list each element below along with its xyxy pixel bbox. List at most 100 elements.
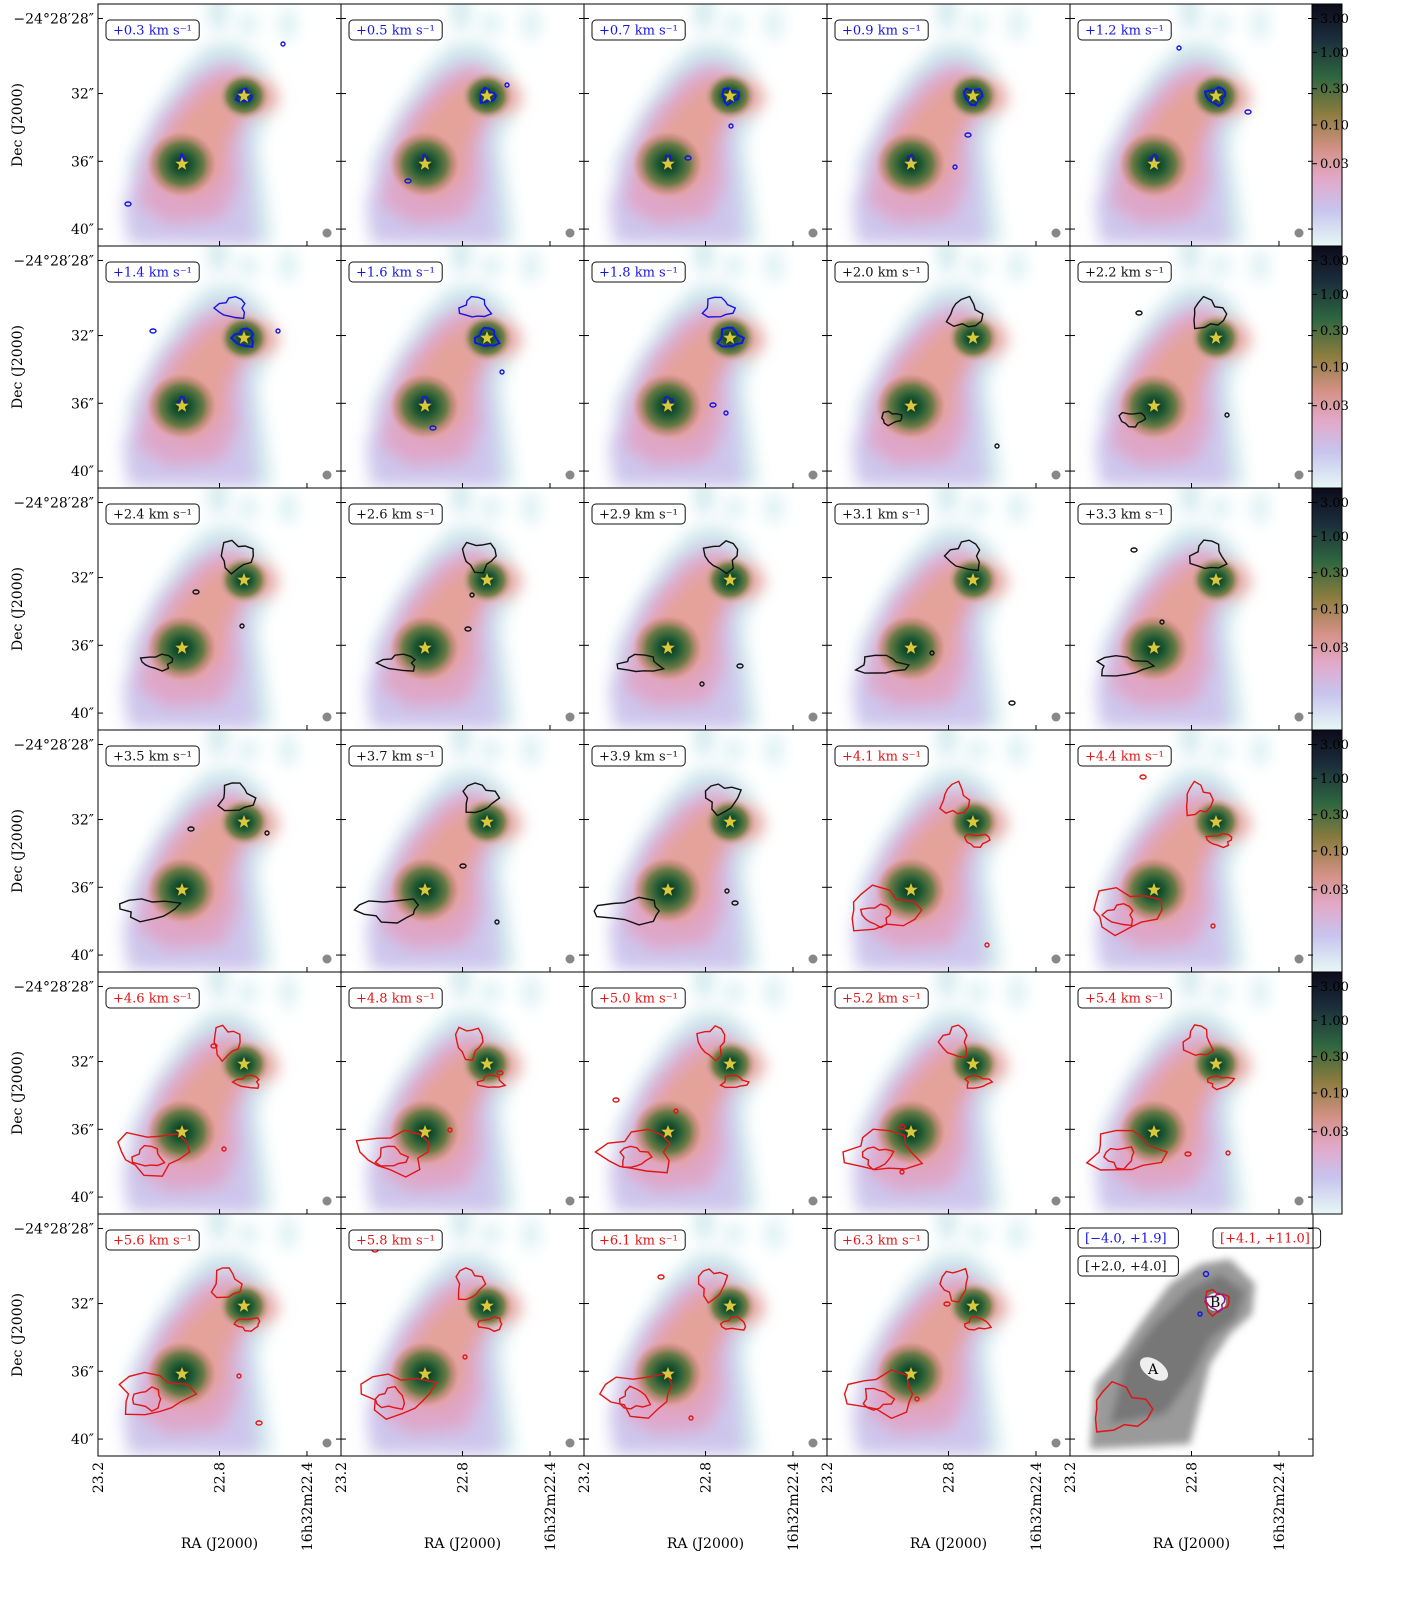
velocity-label: +0.9 km s⁻¹	[834, 19, 929, 41]
velocity-label: +3.1 km s⁻¹	[834, 503, 929, 525]
svg-text:+0.7 km s⁻¹: +0.7 km s⁻¹	[599, 24, 678, 39]
colorbar-tick-label: 0.30	[1320, 324, 1349, 339]
velocity-label: +3.3 km s⁻¹	[1077, 503, 1172, 525]
svg-text:+2.6 km s⁻¹: +2.6 km s⁻¹	[356, 508, 435, 523]
red-range-label: [+4.1, +11.0]	[1212, 1227, 1322, 1249]
velocity-label: +3.7 km s⁻¹	[348, 745, 443, 767]
summary-panel: A B [−4.0, +1.9] [+2.0, +4.0] [+4.1, +11.0]	[1069, 1213, 1322, 1457]
ra-tick-label: 16h32m22.4	[300, 1462, 316, 1551]
velocity-label: +2.0 km s⁻¹	[834, 261, 929, 283]
channel-panel: +3.5 km s⁻¹	[97, 729, 342, 973]
dec-tick-label: 32″	[71, 571, 94, 587]
dec-axis-label: Dec (J2000)	[10, 567, 26, 651]
colorbar-tick-label: 3.00	[1320, 12, 1349, 27]
colorbar-tick-label: 1.00	[1320, 1014, 1349, 1029]
svg-text:+4.4 km s⁻¹: +4.4 km s⁻¹	[1085, 750, 1164, 765]
svg-text:+5.2 km s⁻¹: +5.2 km s⁻¹	[842, 992, 921, 1007]
colorbar: 3.00 1.00 0.30 0.10 0.03	[1311, 487, 1349, 731]
velocity-label: +6.3 km s⁻¹	[834, 1229, 929, 1251]
svg-text:+4.8 km s⁻¹: +4.8 km s⁻¹	[356, 992, 435, 1007]
ra-tick-label: 16h32m22.4	[786, 1462, 802, 1551]
colorbar-tick-label: 3.00	[1320, 254, 1349, 269]
channel-panel: +4.4 km s⁻¹	[1069, 729, 1314, 973]
dec-tick-label: −24°28′28″	[13, 254, 94, 270]
dec-tick-label: 36″	[71, 1122, 94, 1138]
channel-panel: +2.0 km s⁻¹	[826, 245, 1071, 489]
ra-tick-label: 22.8	[1185, 1462, 1201, 1493]
velocity-label: +2.9 km s⁻¹	[591, 503, 686, 525]
velocity-label: +5.6 km s⁻¹	[105, 1229, 200, 1251]
colorbar-tick-label: 0.10	[1320, 361, 1349, 376]
channel-panel: +0.5 km s⁻¹	[340, 3, 585, 247]
dec-axis-label: Dec (J2000)	[10, 325, 26, 409]
svg-text:+5.8 km s⁻¹: +5.8 km s⁻¹	[356, 1234, 435, 1249]
svg-text:+1.8 km s⁻¹: +1.8 km s⁻¹	[599, 266, 678, 281]
source-b-label: B	[1210, 1295, 1220, 1311]
dec-axis-label: Dec (J2000)	[10, 1293, 26, 1377]
dec-tick-label: 40″	[71, 1190, 94, 1206]
svg-text:+2.2 km s⁻¹: +2.2 km s⁻¹	[1085, 266, 1164, 281]
velocity-label: +0.3 km s⁻¹	[105, 19, 200, 41]
dec-axis-label: Dec (J2000)	[10, 1051, 26, 1135]
colorbar: 3.00 1.00 0.30 0.10 0.03	[1311, 971, 1349, 1215]
dec-tick-label: 32″	[71, 813, 94, 829]
ra-axis-label: RA (J2000)	[910, 1536, 987, 1552]
channel-panel: +0.9 km s⁻¹	[826, 3, 1071, 247]
svg-text:+0.5 km s⁻¹: +0.5 km s⁻¹	[356, 24, 435, 39]
channel-panel: +4.6 km s⁻¹	[97, 971, 342, 1215]
colorbar-tick-label: 0.03	[1320, 399, 1349, 414]
dec-tick-label: −24°28′28″	[13, 738, 94, 754]
dec-tick-label: 36″	[71, 1364, 94, 1380]
colorbar-tick-label: 1.00	[1320, 530, 1349, 545]
dec-tick-label: 40″	[71, 1432, 94, 1448]
colorbar-tick-label: 0.10	[1320, 119, 1349, 134]
velocity-label: +4.4 km s⁻¹	[1077, 745, 1172, 767]
channel-panel: +2.6 km s⁻¹	[340, 487, 585, 731]
svg-text:+4.6 km s⁻¹: +4.6 km s⁻¹	[113, 992, 192, 1007]
svg-text:+3.5 km s⁻¹: +3.5 km s⁻¹	[113, 750, 192, 765]
ra-axis-label: RA (J2000)	[181, 1536, 258, 1552]
svg-text:+2.9 km s⁻¹: +2.9 km s⁻¹	[599, 508, 678, 523]
svg-text:+4.1 km s⁻¹: +4.1 km s⁻¹	[842, 750, 921, 765]
ra-tick-label: 22.8	[456, 1462, 472, 1493]
colorbar-tick-label: 1.00	[1320, 46, 1349, 61]
velocity-label: +5.2 km s⁻¹	[834, 987, 929, 1009]
dec-tick-label: 36″	[71, 880, 94, 896]
velocity-label: +1.6 km s⁻¹	[348, 261, 443, 283]
colorbar-tick-label: 0.30	[1320, 566, 1349, 581]
channel-panel: +5.4 km s⁻¹	[1069, 971, 1314, 1215]
velocity-label: +5.4 km s⁻¹	[1077, 987, 1172, 1009]
ra-tick-label: 23.2	[334, 1462, 350, 1493]
channel-panel: +4.1 km s⁻¹	[826, 729, 1071, 973]
channel-panel: +6.3 km s⁻¹	[826, 1213, 1071, 1457]
colorbar: 3.00 1.00 0.30 0.10 0.03	[1311, 245, 1349, 489]
channel-panel: +5.0 km s⁻¹	[583, 971, 828, 1215]
ra-tick-label: 23.2	[577, 1462, 593, 1493]
colorbar: 3.00 1.00 0.30 0.10 0.03	[1311, 3, 1349, 247]
colorbar-tick-label: 3.00	[1320, 980, 1349, 995]
colorbar-tick-label: 0.30	[1320, 1050, 1349, 1065]
ra-tick-label: 23.2	[820, 1462, 836, 1493]
channel-panel: +0.3 km s⁻¹	[97, 3, 342, 247]
svg-text:[+2.0, +4.0]: [+2.0, +4.0]	[1085, 1260, 1167, 1275]
ra-tick-label: 22.8	[699, 1462, 715, 1493]
velocity-label: +3.5 km s⁻¹	[105, 745, 200, 767]
colorbar-tick-label: 0.03	[1320, 157, 1349, 172]
dec-tick-label: 36″	[71, 154, 94, 170]
channel-panel: +4.8 km s⁻¹	[340, 971, 585, 1215]
svg-text:+1.4 km s⁻¹: +1.4 km s⁻¹	[113, 266, 192, 281]
dec-tick-label: 32″	[71, 329, 94, 345]
dec-tick-label: −24°28′28″	[13, 980, 94, 996]
channel-panel: +2.9 km s⁻¹	[583, 487, 828, 731]
black-range-label: [+2.0, +4.0]	[1077, 1255, 1179, 1277]
colorbar-tick-label: 3.00	[1320, 496, 1349, 511]
velocity-label: +5.0 km s⁻¹	[591, 987, 686, 1009]
velocity-label: +2.6 km s⁻¹	[348, 503, 443, 525]
channel-panel: +5.6 km s⁻¹	[97, 1213, 342, 1457]
colorbar-tick-label: 1.00	[1320, 288, 1349, 303]
channel-panel: +1.2 km s⁻¹	[1069, 3, 1314, 247]
source-a-label: A	[1147, 1362, 1159, 1378]
blue-range-label: [−4.0, +1.9]	[1077, 1227, 1179, 1249]
velocity-label: +5.8 km s⁻¹	[348, 1229, 443, 1251]
colorbar-tick-label: 0.03	[1320, 883, 1349, 898]
